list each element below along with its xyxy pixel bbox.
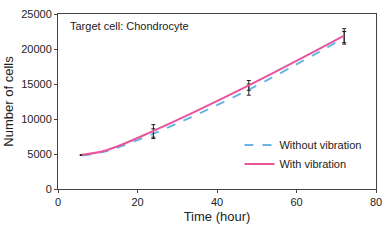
- svg-text:15000: 15000: [21, 78, 52, 90]
- svg-text:Target cell: Chondrocyte: Target cell: Chondrocyte: [70, 20, 189, 32]
- svg-text:0: 0: [55, 196, 61, 208]
- svg-text:5000: 5000: [27, 148, 51, 160]
- svg-text:20000: 20000: [21, 43, 52, 55]
- svg-text:20: 20: [131, 196, 143, 208]
- svg-text:40: 40: [211, 196, 223, 208]
- svg-text:0: 0: [46, 183, 52, 195]
- svg-text:Number of cells: Number of cells: [1, 56, 16, 147]
- svg-text:60: 60: [290, 196, 302, 208]
- svg-text:Without vibration: Without vibration: [279, 139, 361, 151]
- svg-text:10000: 10000: [21, 113, 52, 125]
- svg-text:Time (hour): Time (hour): [184, 209, 251, 224]
- svg-text:With vibration: With vibration: [279, 158, 346, 170]
- svg-text:80: 80: [370, 196, 382, 208]
- svg-text:25000: 25000: [21, 8, 52, 20]
